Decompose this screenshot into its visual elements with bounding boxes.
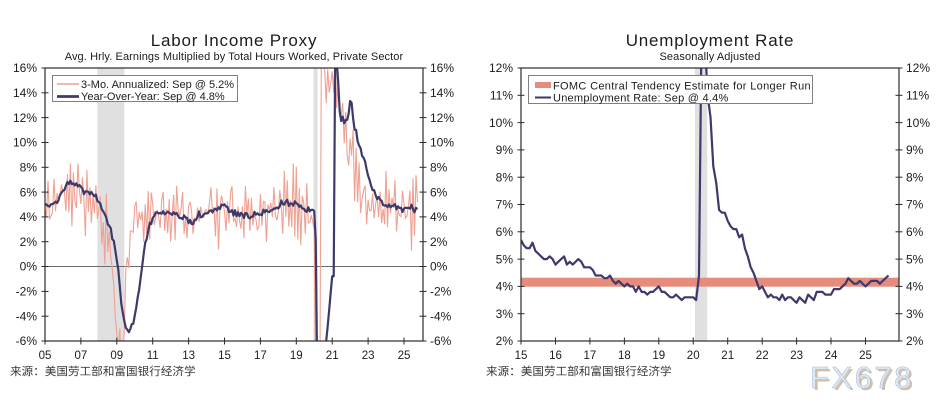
svg-text:25: 25	[398, 350, 411, 362]
svg-text:11: 11	[147, 350, 159, 362]
svg-text:0%: 0%	[20, 260, 38, 274]
svg-text:6%: 6%	[496, 225, 514, 239]
svg-text:11%: 11%	[490, 89, 513, 103]
svg-text:10%: 10%	[489, 116, 513, 130]
svg-text:23: 23	[790, 350, 803, 362]
svg-text:21: 21	[721, 350, 734, 362]
svg-text:18: 18	[618, 350, 631, 362]
svg-text:Seasonally Adjusted: Seasonally Adjusted	[660, 51, 761, 63]
svg-text:25: 25	[859, 350, 872, 362]
svg-text:2%: 2%	[20, 235, 38, 249]
svg-text:22: 22	[756, 350, 769, 362]
svg-text:7%: 7%	[496, 198, 514, 212]
svg-text:10%: 10%	[13, 136, 37, 150]
svg-text:13: 13	[182, 350, 195, 362]
svg-text:17: 17	[254, 350, 267, 362]
svg-text:07: 07	[75, 350, 88, 362]
svg-text:5%: 5%	[906, 252, 924, 266]
svg-text:8%: 8%	[20, 161, 38, 175]
svg-text:Unemployment Rate: Sep @ 4.4%: Unemployment Rate: Sep @ 4.4%	[553, 93, 729, 105]
svg-text:16%: 16%	[430, 61, 454, 75]
svg-text:-4%: -4%	[16, 309, 38, 323]
svg-text:19: 19	[290, 350, 303, 362]
svg-text:4%: 4%	[496, 280, 514, 294]
svg-text:6%: 6%	[20, 185, 38, 199]
svg-text:23: 23	[362, 350, 375, 362]
svg-text:Unemployment Rate: Unemployment Rate	[626, 31, 795, 50]
svg-text:FX678: FX678	[812, 362, 916, 397]
svg-text:15: 15	[515, 350, 528, 362]
svg-text:19: 19	[652, 350, 665, 362]
svg-text:FX678: FX678	[810, 360, 914, 395]
svg-text:-4%: -4%	[430, 309, 452, 323]
svg-text:09: 09	[110, 350, 123, 362]
svg-text:16: 16	[549, 350, 562, 362]
svg-text:-6%: -6%	[430, 334, 452, 348]
svg-text:0%: 0%	[430, 260, 448, 274]
svg-text:12%: 12%	[13, 111, 37, 125]
svg-text:2%: 2%	[906, 334, 924, 348]
svg-text:12%: 12%	[489, 61, 513, 75]
svg-text:Year-Over-Year: Sep @ 4.8%: Year-Over-Year: Sep @ 4.8%	[81, 91, 225, 103]
svg-text:7%: 7%	[906, 198, 924, 212]
svg-text:14%: 14%	[430, 86, 454, 100]
svg-text:6%: 6%	[906, 225, 924, 239]
svg-text:FOMC Central Tendency Estimate: FOMC Central Tendency Estimate for Longe…	[553, 81, 811, 93]
svg-text:15: 15	[218, 350, 231, 362]
svg-text:9%: 9%	[906, 143, 924, 157]
svg-text:5%: 5%	[496, 252, 514, 266]
svg-text:20: 20	[687, 350, 700, 362]
svg-text:21: 21	[326, 350, 339, 362]
svg-text:2%: 2%	[430, 235, 448, 249]
svg-text:2%: 2%	[496, 334, 514, 348]
svg-text:05: 05	[39, 350, 52, 362]
svg-text:-6%: -6%	[16, 334, 38, 348]
svg-text:4%: 4%	[430, 210, 448, 224]
svg-text:11%: 11%	[906, 89, 929, 103]
svg-text:16%: 16%	[13, 61, 37, 75]
svg-text:10%: 10%	[906, 116, 930, 130]
svg-text:24: 24	[825, 350, 838, 362]
svg-text:Labor Income Proxy: Labor Income Proxy	[151, 31, 318, 50]
svg-text:3%: 3%	[496, 307, 514, 321]
svg-text:8%: 8%	[430, 161, 448, 175]
svg-text:Avg. Hrly. Earnings Multiplied: Avg. Hrly. Earnings Multiplied by Total …	[65, 51, 404, 63]
svg-text:12%: 12%	[906, 61, 930, 75]
svg-text:17: 17	[584, 350, 597, 362]
svg-text:9%: 9%	[496, 143, 514, 157]
svg-text:-2%: -2%	[430, 285, 452, 299]
svg-text:10%: 10%	[430, 136, 454, 150]
svg-text:3-Mo. Annualized: Sep @ 5.2%: 3-Mo. Annualized: Sep @ 5.2%	[81, 79, 234, 91]
svg-text:8%: 8%	[906, 170, 924, 184]
svg-text:12%: 12%	[430, 111, 454, 125]
svg-text:14%: 14%	[13, 86, 37, 100]
svg-text:4%: 4%	[20, 210, 38, 224]
svg-text:4%: 4%	[906, 280, 924, 294]
svg-text:6%: 6%	[430, 185, 448, 199]
svg-text:8%: 8%	[496, 170, 514, 184]
svg-text:-2%: -2%	[16, 285, 38, 299]
svg-text:3%: 3%	[906, 307, 924, 321]
